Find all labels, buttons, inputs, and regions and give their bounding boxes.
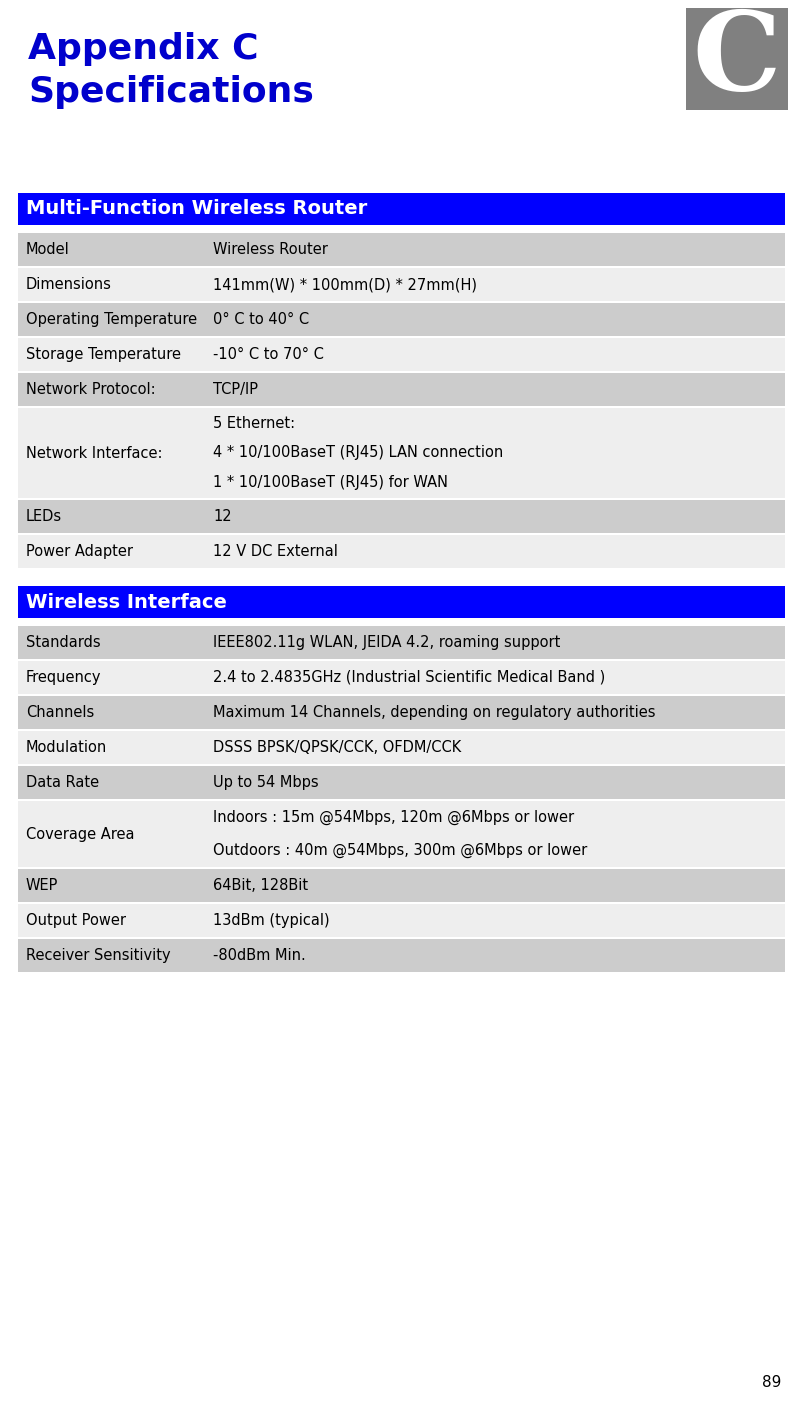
Bar — [18, 626, 784, 659]
Bar — [18, 304, 784, 336]
Bar — [18, 765, 784, 799]
Text: 12: 12 — [213, 508, 231, 524]
Text: Outdoors : 40m @54Mbps, 300m @6Mbps or lower: Outdoors : 40m @54Mbps, 300m @6Mbps or l… — [213, 843, 586, 858]
Bar — [18, 729, 784, 731]
Bar — [18, 659, 784, 661]
Bar — [18, 695, 784, 696]
Text: WEP: WEP — [26, 878, 59, 892]
Text: -80dBm Min.: -80dBm Min. — [213, 947, 306, 963]
Text: 13dBm (typical): 13dBm (typical) — [213, 914, 329, 928]
Bar — [18, 407, 784, 408]
Bar — [18, 902, 784, 904]
Text: Up to 54 Mbps: Up to 54 Mbps — [213, 775, 318, 789]
Bar — [18, 696, 784, 729]
Bar — [18, 500, 784, 532]
Text: Indoors : 15m @54Mbps, 120m @6Mbps or lower: Indoors : 15m @54Mbps, 120m @6Mbps or lo… — [213, 810, 573, 825]
Bar — [18, 373, 784, 407]
Text: 64Bit, 128Bit: 64Bit, 128Bit — [213, 878, 308, 892]
Text: Appendix C: Appendix C — [28, 32, 258, 66]
Bar — [18, 337, 784, 371]
Text: Receiver Sensitivity: Receiver Sensitivity — [26, 947, 170, 963]
Bar — [18, 938, 784, 939]
Text: 1 * 10/100BaseT (RJ45) for WAN: 1 * 10/100BaseT (RJ45) for WAN — [213, 476, 448, 490]
Bar — [18, 799, 784, 801]
Bar — [18, 661, 784, 695]
Text: Data Rate: Data Rate — [26, 775, 99, 789]
Bar — [18, 731, 784, 764]
Bar — [18, 939, 784, 971]
Bar — [18, 336, 784, 337]
Text: IEEE802.11g WLAN, JEIDA 4.2, roaming support: IEEE802.11g WLAN, JEIDA 4.2, roaming sup… — [213, 635, 560, 650]
Text: 141mm(W) * 100mm(D) * 27mm(H): 141mm(W) * 100mm(D) * 27mm(H) — [213, 277, 476, 292]
Text: Frequency: Frequency — [26, 671, 101, 685]
Bar — [18, 233, 784, 265]
Text: Modulation: Modulation — [26, 740, 107, 755]
Bar — [18, 371, 784, 373]
Text: C: C — [692, 6, 780, 113]
Text: Channels: Channels — [26, 705, 94, 720]
Text: 2.4 to 2.4835GHz (Industrial Scientific Medical Band ): 2.4 to 2.4835GHz (Industrial Scientific … — [213, 671, 605, 685]
Text: DSSS BPSK/QPSK/CCK, OFDM/CCK: DSSS BPSK/QPSK/CCK, OFDM/CCK — [213, 740, 460, 755]
Text: Maximum 14 Channels, depending on regulatory authorities: Maximum 14 Channels, depending on regula… — [213, 705, 654, 720]
Text: Standards: Standards — [26, 635, 100, 650]
Text: Power Adapter: Power Adapter — [26, 544, 133, 559]
Text: 89: 89 — [761, 1375, 780, 1389]
Text: Operating Temperature: Operating Temperature — [26, 312, 196, 328]
Bar — [18, 268, 784, 301]
Text: 12 V DC External: 12 V DC External — [213, 544, 338, 559]
Text: Model: Model — [26, 241, 70, 257]
Bar — [18, 535, 784, 568]
Bar — [18, 586, 784, 618]
Text: Dimensions: Dimensions — [26, 277, 111, 292]
Text: TCP/IP: TCP/IP — [213, 383, 257, 397]
Bar — [18, 498, 784, 500]
Text: 0° C to 40° C: 0° C to 40° C — [213, 312, 309, 328]
Text: Multi-Function Wireless Router: Multi-Function Wireless Router — [26, 199, 367, 219]
Text: LEDs: LEDs — [26, 508, 62, 524]
Bar — [18, 408, 784, 498]
Text: 5 Ethernet:: 5 Ethernet: — [213, 415, 295, 431]
Bar — [18, 867, 784, 868]
Text: 4 * 10/100BaseT (RJ45) LAN connection: 4 * 10/100BaseT (RJ45) LAN connection — [213, 446, 503, 460]
Bar — [18, 801, 784, 867]
Bar — [685, 8, 787, 110]
Bar — [18, 868, 784, 902]
Text: Network Interface:: Network Interface: — [26, 446, 162, 460]
Text: Storage Temperature: Storage Temperature — [26, 347, 180, 361]
Text: Wireless Router: Wireless Router — [213, 241, 327, 257]
Bar — [18, 193, 784, 225]
Bar — [18, 764, 784, 765]
Text: Wireless Interface: Wireless Interface — [26, 593, 227, 611]
Text: Coverage Area: Coverage Area — [26, 826, 134, 842]
Bar — [18, 301, 784, 304]
Bar — [18, 904, 784, 938]
Text: Network Protocol:: Network Protocol: — [26, 383, 156, 397]
Bar — [18, 532, 784, 535]
Bar — [18, 265, 784, 268]
Text: Output Power: Output Power — [26, 914, 126, 928]
Text: -10° C to 70° C: -10° C to 70° C — [213, 347, 323, 361]
Text: Specifications: Specifications — [28, 75, 314, 109]
